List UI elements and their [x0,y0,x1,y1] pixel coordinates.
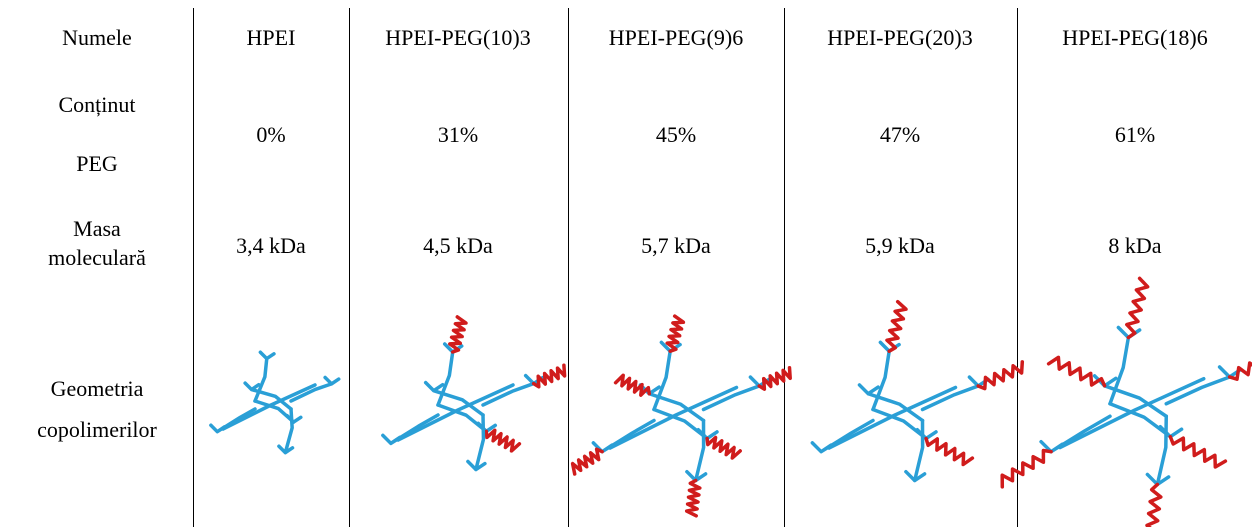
peg-chain [759,368,790,390]
peg-chain [1127,278,1148,337]
molecular-mass: 5,9 kDa [865,233,935,258]
peg-content: 31% [438,122,478,147]
peg-chain [926,439,972,465]
peg-chain [1002,451,1051,487]
molecular-mass: 8 kDa [1108,233,1161,258]
branch [291,377,339,401]
peg-chain [707,438,740,459]
molecule [812,302,1022,481]
molecular-mass: 3,4 kDa [236,233,306,258]
branch [1166,367,1241,404]
row-label: Masa [73,216,121,241]
column-name: HPEI-PEG(10)3 [385,25,530,50]
branch [923,377,989,409]
molecular-mass: 5,7 kDa [641,233,711,258]
peg-chain [687,480,700,515]
branch [654,410,717,439]
peg-chain [887,302,906,352]
molecular-mass: 4,5 kDa [423,233,493,258]
peg-content: 61% [1115,122,1155,147]
row-label: Geometria [51,376,144,401]
branch [873,410,936,439]
branch [255,401,301,422]
peg-content: 0% [256,122,285,147]
row-label: copolimerilor [37,417,157,442]
peg-content: 45% [656,122,696,147]
branch [438,405,495,431]
branch [812,421,873,452]
branch [1041,416,1110,451]
branch [383,415,438,443]
molecule [1002,278,1252,527]
molecule [573,316,791,516]
peg-chain [978,362,1022,389]
row-label: PEG [76,151,118,176]
branch [483,376,543,405]
row-label: Conținut [58,92,135,117]
peg-chain [1049,357,1105,385]
peg-chain [1146,484,1161,527]
row-label: Numele [62,25,132,50]
peg-content: 47% [880,122,920,147]
branch [211,409,255,432]
row-label: moleculară [48,245,146,270]
peg-chain [616,375,650,395]
peg-chain [1170,437,1225,467]
branch [704,377,770,409]
branch [593,421,654,452]
peg-chain [534,365,565,387]
table-figure: Numele Conținut PEG Masa moleculară Geometria… [0,0,1252,527]
column-name: HPEI-PEG(20)3 [827,25,972,50]
column-name: HPEI-PEG(9)6 [609,25,743,50]
peg-chain [573,449,603,474]
molecule [211,352,339,452]
column-name: HPEI-PEG(18)6 [1062,25,1207,50]
peg-chain [486,430,519,451]
branch [1110,404,1182,437]
molecule [383,317,565,470]
column-name: HPEI [247,25,296,50]
